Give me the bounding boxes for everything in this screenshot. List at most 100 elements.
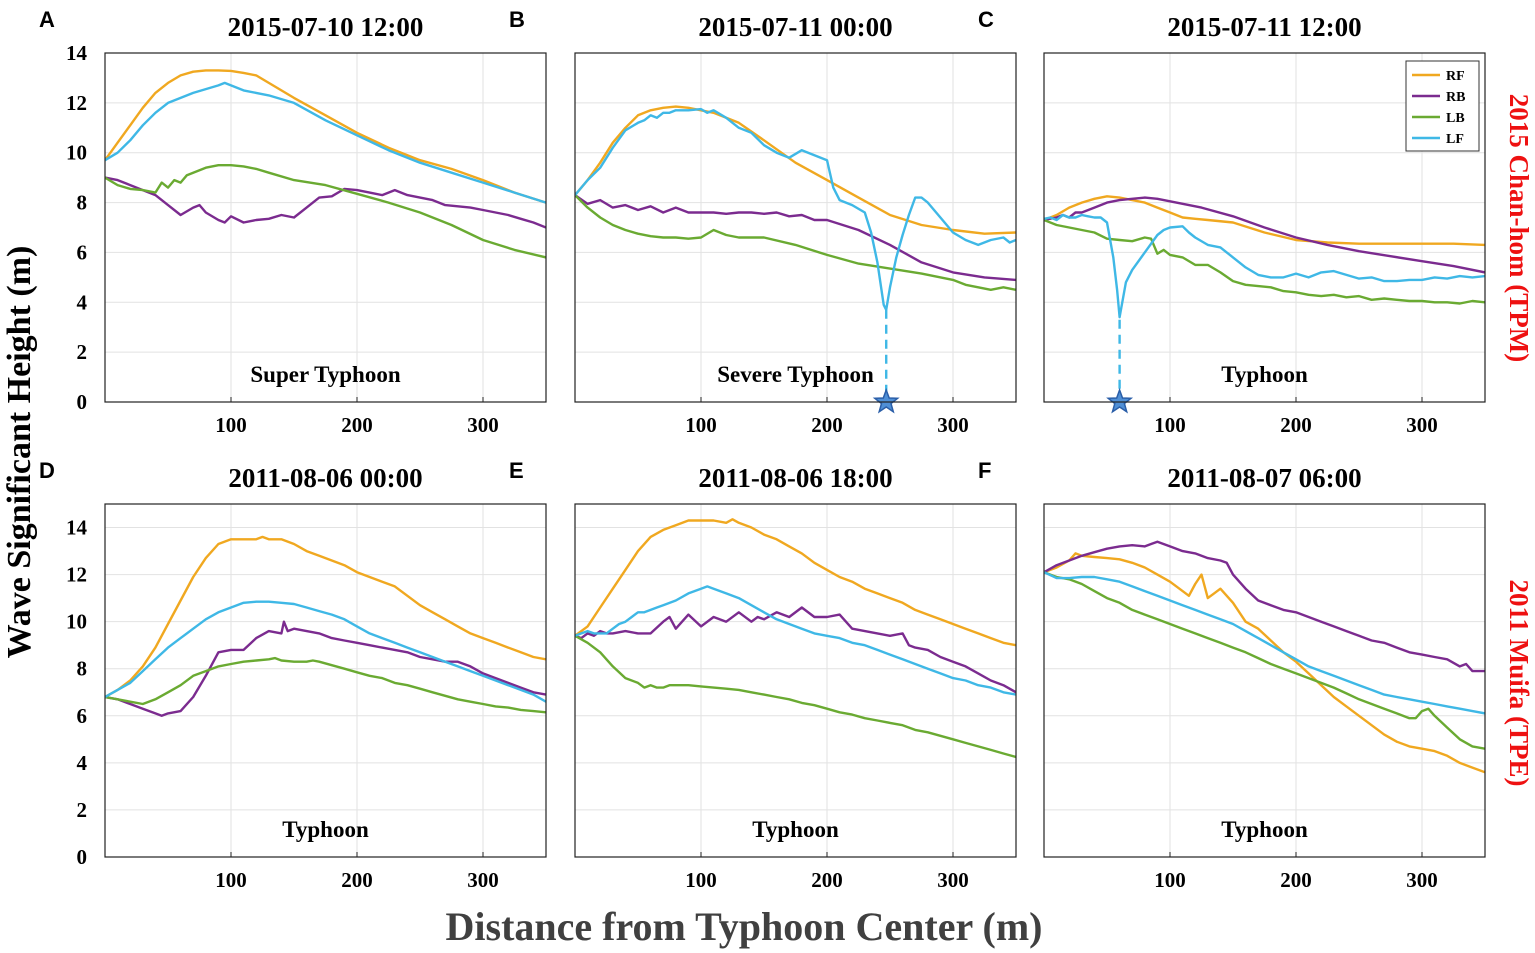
series-line-lf bbox=[575, 585, 1016, 696]
panel-title: 2015-07-11 00:00 bbox=[698, 12, 892, 42]
y-tick-label: 4 bbox=[77, 751, 88, 775]
panel-d: 100 200 300 0 2 4 6 8 10 12 14 2011-08-06 00:00 D Typ… bbox=[39, 458, 547, 892]
panel-letter: E bbox=[509, 458, 524, 483]
y-tick-label: 14 bbox=[66, 516, 88, 540]
x-tick-label: 300 bbox=[937, 413, 969, 437]
x-tick-label: 300 bbox=[937, 868, 969, 892]
y-tick-label: 6 bbox=[77, 704, 88, 728]
x-tick-label: 300 bbox=[467, 413, 499, 437]
star-marker-icon bbox=[872, 387, 900, 414]
series-line-lf bbox=[105, 81, 546, 204]
panel-a: 100 200 300 0 2 4 6 8 10 12 14 2015-07-10 12:00 A Sup… bbox=[39, 7, 547, 437]
plot-area bbox=[575, 504, 1016, 857]
panel-e: 100 200 300 2011-08-06 18:00 E Typhoon bbox=[509, 458, 1017, 892]
x-tick-label: 200 bbox=[341, 868, 373, 892]
series-line-lf bbox=[575, 107, 1016, 311]
panel-title: 2011-08-06 18:00 bbox=[698, 463, 892, 493]
panel-letter: A bbox=[39, 7, 55, 32]
panel-f: 100 200 300 2011-08-07 06:00 F Typhoon bbox=[978, 458, 1486, 892]
series-line-rb bbox=[105, 620, 546, 717]
series-line-lf bbox=[105, 600, 546, 703]
series-line-lb bbox=[1044, 218, 1485, 305]
panel-letter: C bbox=[978, 7, 994, 32]
legend-label-lf: LF bbox=[1446, 132, 1464, 147]
y-tick-label: 0 bbox=[77, 390, 88, 414]
plot-area bbox=[1044, 504, 1485, 857]
x-tick-label: 300 bbox=[1406, 868, 1438, 892]
panel-title: 2015-07-10 12:00 bbox=[228, 12, 424, 42]
panel-letter: D bbox=[39, 458, 55, 483]
series-line-rb bbox=[575, 193, 1016, 282]
panel-title: 2011-08-07 06:00 bbox=[1167, 463, 1361, 493]
panel-title: 2015-07-11 12:00 bbox=[1167, 12, 1361, 42]
row-label-bottom: 2011 Muifa (TPE) bbox=[1504, 580, 1534, 787]
y-tick-label: 4 bbox=[77, 290, 88, 314]
category-label: Super Typhoon bbox=[250, 362, 400, 387]
series-line-lb bbox=[575, 193, 1016, 291]
plot-area bbox=[105, 504, 546, 857]
plot-frame bbox=[104, 52, 547, 403]
panel-letter: F bbox=[978, 458, 991, 483]
series-line-rf bbox=[105, 69, 546, 204]
series-line-rf bbox=[1044, 552, 1485, 774]
plot-area bbox=[105, 53, 546, 402]
series-line-rb bbox=[105, 176, 546, 229]
plot-frame bbox=[104, 503, 547, 858]
x-tick-label: 200 bbox=[1280, 413, 1312, 437]
category-label: Typhoon bbox=[282, 817, 369, 842]
panel-letter: B bbox=[509, 7, 525, 32]
y-tick-label: 10 bbox=[66, 141, 87, 165]
legend-label-rb: RB bbox=[1446, 90, 1465, 105]
y-tick-label: 12 bbox=[66, 91, 87, 115]
x-tick-label: 200 bbox=[811, 868, 843, 892]
x-tick-label: 200 bbox=[341, 413, 373, 437]
series-line-rb bbox=[1044, 540, 1485, 673]
y-tick-label: 2 bbox=[77, 798, 88, 822]
series-line-rf bbox=[105, 535, 546, 699]
panel-title: 2011-08-06 00:00 bbox=[228, 463, 422, 493]
panel-b: 100 200 300 2015-07-11 00:00 B Severe Typhoon bbox=[509, 7, 1017, 437]
y-tick-label: 0 bbox=[77, 845, 88, 869]
plot-frame bbox=[1043, 52, 1486, 403]
x-tick-label: 300 bbox=[467, 868, 499, 892]
legend-label-lb: LB bbox=[1446, 111, 1465, 126]
star-marker-icon bbox=[1106, 387, 1134, 414]
plot-frame bbox=[1043, 503, 1486, 858]
y-tick-label: 14 bbox=[66, 41, 88, 65]
y-tick-label: 8 bbox=[77, 657, 88, 681]
x-tick-label: 300 bbox=[1406, 413, 1438, 437]
series-line-rb bbox=[1044, 196, 1485, 274]
y-tick-label: 6 bbox=[77, 240, 88, 264]
x-tick-label: 200 bbox=[811, 413, 843, 437]
category-label: Severe Typhoon bbox=[717, 362, 874, 387]
legend-label-rf: RF bbox=[1446, 69, 1465, 84]
plot-frame bbox=[574, 503, 1017, 858]
series-line-lf bbox=[1044, 571, 1485, 715]
x-tick-label: 100 bbox=[685, 413, 717, 437]
x-tick-label: 100 bbox=[215, 868, 247, 892]
y-tick-label: 12 bbox=[66, 563, 87, 587]
series-line-lb bbox=[575, 634, 1016, 759]
plot-frame bbox=[574, 52, 1017, 403]
panel-c: 100 200 300 2015-07-11 12:00 C Typhoon RF RB LB L… bbox=[978, 7, 1486, 437]
series-line-rf bbox=[575, 518, 1016, 647]
x-axis-label: Distance from Typhoon Center (m) bbox=[446, 904, 1043, 949]
y-tick-label: 2 bbox=[77, 340, 88, 364]
row-label-top: 2015 Chan-hom (TPM) bbox=[1504, 94, 1534, 363]
series-line-rf bbox=[1044, 195, 1485, 247]
x-tick-label: 100 bbox=[1154, 868, 1186, 892]
category-label: Typhoon bbox=[1221, 362, 1308, 387]
category-label: Typhoon bbox=[752, 817, 839, 842]
y-tick-label: 10 bbox=[66, 610, 87, 634]
x-tick-label: 100 bbox=[1154, 413, 1186, 437]
y-tick-label: 8 bbox=[77, 191, 88, 215]
y-axis-label: Wave Significant Height (m) bbox=[1, 246, 38, 659]
x-tick-label: 200 bbox=[1280, 868, 1312, 892]
x-tick-label: 100 bbox=[215, 413, 247, 437]
legend: RF RB LB LF bbox=[1405, 60, 1480, 152]
series-line-rf bbox=[575, 105, 1016, 235]
x-tick-label: 100 bbox=[685, 868, 717, 892]
series-line-lb bbox=[1044, 571, 1485, 750]
series-line-lb bbox=[105, 656, 546, 714]
